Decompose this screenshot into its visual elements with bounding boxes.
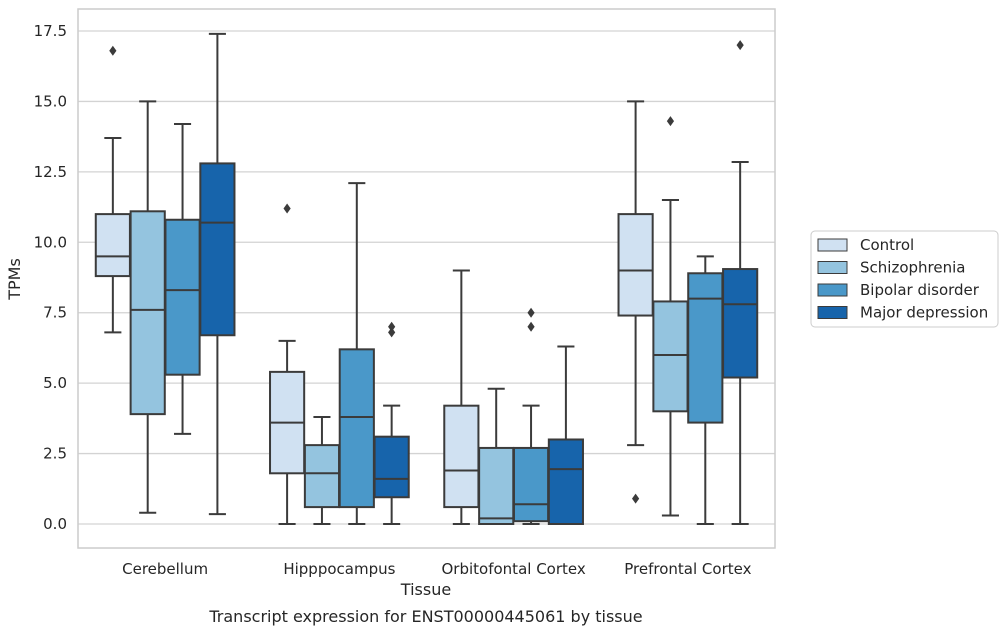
x-tick-label: Hipppocampus xyxy=(283,560,395,578)
box-1-1 xyxy=(303,415,341,525)
chart-caption: Transcript expression for ENST0000044506… xyxy=(208,607,642,626)
box-2-0 xyxy=(164,122,201,435)
box-3-0 xyxy=(199,32,236,516)
box-0-2 xyxy=(443,269,480,525)
box-body xyxy=(687,272,724,424)
y-axis-label: TPMs xyxy=(5,258,24,301)
outlier-marker xyxy=(109,45,117,56)
box-body xyxy=(129,210,166,416)
x-tick-label: Prefrontal Cortex xyxy=(624,560,751,578)
legend-swatch xyxy=(817,261,848,274)
legend-item: Schizophrenia xyxy=(817,259,965,277)
y-tick-labels: 0.0 2.5 5.0 7.5 10.0 12.5 15.0 17.5 xyxy=(34,22,67,533)
box-body xyxy=(478,446,515,525)
box-0-1 xyxy=(269,203,306,525)
y-tick-label: 5.0 xyxy=(43,374,67,392)
y-tick-label: 12.5 xyxy=(34,163,67,181)
box-3-3 xyxy=(722,40,759,525)
legend-item: Major depression xyxy=(817,304,988,322)
legend-swatch xyxy=(817,283,848,297)
x-tick-label: Cerebellum xyxy=(122,560,208,578)
outlier-marker xyxy=(388,327,396,338)
outlier-marker xyxy=(632,493,640,504)
box-1-3 xyxy=(652,116,689,517)
box-body xyxy=(722,268,759,379)
box-body xyxy=(338,348,375,509)
y-tick-label: 7.5 xyxy=(43,304,67,322)
legend-label: Schizophrenia xyxy=(860,259,965,277)
box-2-3 xyxy=(687,255,724,525)
y-tick-label: 0.0 xyxy=(43,515,67,533)
legend-item: Bipolar disorder xyxy=(817,281,980,299)
outlier-marker xyxy=(527,321,535,332)
y-tick-label: 17.5 xyxy=(34,22,67,40)
box-2-1 xyxy=(338,182,375,525)
box-body xyxy=(373,435,410,499)
plot-frame xyxy=(77,8,776,549)
box-2-2 xyxy=(512,307,550,525)
box-body xyxy=(652,300,689,413)
box-1-2 xyxy=(478,387,515,525)
legend-label: Major depression xyxy=(860,304,988,322)
legend-item: Control xyxy=(817,236,914,254)
y-tick-label: 2.5 xyxy=(43,445,67,463)
x-tick-label: Orbitofontal Cortex xyxy=(442,560,586,578)
outlier-marker xyxy=(283,203,291,214)
y-tick-label: 10.0 xyxy=(34,233,67,251)
boxes-layer xyxy=(94,32,759,525)
outlier-marker xyxy=(666,116,675,127)
legend-label: Control xyxy=(860,236,914,254)
x-tick-labels: Cerebellum Hipppocampus Orbitofontal Corte… xyxy=(122,560,751,578)
box-body xyxy=(94,213,131,278)
box-body xyxy=(199,162,236,337)
legend: Control Schizophrenia Bipolar disorder Majo… xyxy=(810,230,999,328)
box-body xyxy=(512,446,550,523)
legend-frame xyxy=(810,230,999,328)
legend-swatch xyxy=(817,238,848,252)
x-axis-label: Tissue xyxy=(400,580,451,599)
outlier-marker xyxy=(736,40,744,51)
box-body xyxy=(303,444,341,509)
box-body xyxy=(164,218,201,376)
box-body xyxy=(443,404,480,509)
y-tick-label: 15.0 xyxy=(34,92,67,110)
box-3-1 xyxy=(373,321,410,525)
box-0-0 xyxy=(94,45,131,334)
legend-swatch xyxy=(817,306,848,319)
box-3-2 xyxy=(547,345,584,525)
box-body xyxy=(547,438,584,525)
outlier-marker xyxy=(388,321,396,332)
box-body xyxy=(617,213,654,317)
legend-label: Bipolar disorder xyxy=(860,281,980,299)
box-0-3 xyxy=(617,100,654,504)
outlier-marker xyxy=(527,307,535,318)
box-1-0 xyxy=(129,100,166,514)
